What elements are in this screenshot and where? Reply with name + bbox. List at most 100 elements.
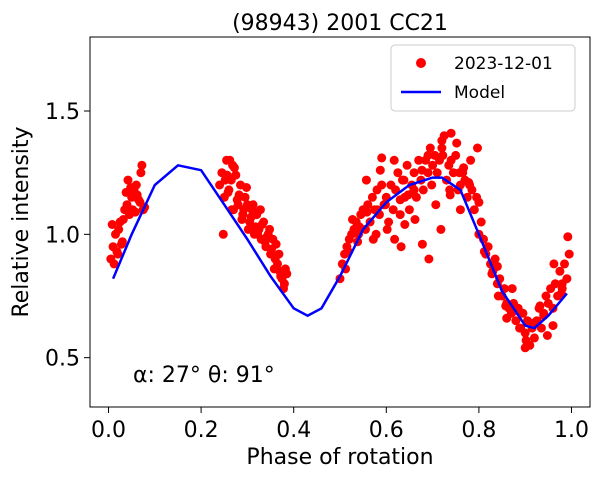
x-tick-label: 0.6 <box>369 418 404 443</box>
data-point <box>452 138 462 148</box>
chart-title: (98943) 2001 CC21 <box>232 11 448 36</box>
x-tick-label: 0.4 <box>276 418 311 443</box>
data-point <box>107 220 117 229</box>
data-point <box>382 224 392 234</box>
data-point <box>446 128 456 138</box>
x-tick-label: 0.0 <box>91 418 126 443</box>
data-point <box>231 170 241 180</box>
y-tick-label: 1.5 <box>45 100 80 125</box>
data-point <box>521 335 531 345</box>
x-tick-label: 1.0 <box>554 418 589 443</box>
data-point <box>560 259 569 269</box>
data-point <box>409 185 419 195</box>
data-point <box>469 205 479 215</box>
data-point <box>502 313 512 323</box>
data-point <box>466 155 476 165</box>
data-point <box>117 239 126 249</box>
data-point <box>367 192 377 202</box>
data-point <box>410 215 420 224</box>
data-point <box>424 254 434 264</box>
data-point <box>390 234 400 244</box>
y-axis-label: Relative intensity <box>9 126 34 317</box>
data-point <box>354 222 364 232</box>
data-point <box>123 175 133 185</box>
data-point <box>239 205 249 215</box>
data-point <box>237 215 247 224</box>
data-point <box>520 343 530 353</box>
data-point <box>563 232 573 242</box>
data-point <box>255 205 265 215</box>
data-point <box>248 200 258 210</box>
data-point <box>130 207 140 217</box>
data-point <box>395 195 405 205</box>
data-point <box>225 155 235 165</box>
data-point <box>418 185 428 195</box>
data-point <box>399 175 409 185</box>
data-point <box>529 333 539 343</box>
data-point <box>362 207 372 217</box>
data-point <box>269 264 279 274</box>
data-point <box>473 143 482 153</box>
data-point <box>136 168 146 178</box>
data-point <box>257 220 267 229</box>
data-point <box>557 279 567 289</box>
data-point <box>262 232 272 242</box>
data-point <box>218 229 228 239</box>
data-point <box>417 165 427 175</box>
data-point <box>377 180 387 190</box>
data-point <box>474 197 484 207</box>
data-point <box>492 261 502 271</box>
data-point <box>437 143 447 153</box>
data-point <box>395 210 405 220</box>
data-point <box>507 284 517 294</box>
data-point <box>536 323 546 333</box>
data-point <box>118 215 128 224</box>
data-point <box>265 224 275 234</box>
legend-marker-observations <box>416 58 426 68</box>
data-point <box>511 316 521 326</box>
legend-label-model: Model <box>454 83 505 103</box>
scatter-points <box>106 128 574 353</box>
data-point <box>361 175 371 185</box>
model-line-group <box>111 163 568 330</box>
phase-angle-annotation: α: 27° θ: 91° <box>133 363 275 388</box>
data-point <box>427 180 437 190</box>
data-point <box>388 205 398 215</box>
data-point <box>493 291 503 301</box>
data-point <box>229 163 239 173</box>
data-point <box>121 187 131 197</box>
data-point <box>396 242 406 252</box>
x-axis-ticks: 0.0 0.2 0.4 0.6 0.8 1.0 <box>91 407 589 443</box>
data-point <box>467 185 477 195</box>
data-point <box>417 239 427 249</box>
legend: 2023-12-01 Model <box>390 44 576 112</box>
y-tick-label: 0.5 <box>45 347 80 372</box>
data-point <box>109 259 119 269</box>
legend-label-observations: 2023-12-01 <box>454 54 553 74</box>
data-point <box>490 254 500 264</box>
data-point <box>436 224 446 234</box>
data-point <box>445 190 455 200</box>
data-point <box>423 150 433 160</box>
data-point <box>377 153 387 163</box>
data-point <box>455 205 465 215</box>
data-point <box>222 170 232 180</box>
data-point <box>535 301 545 311</box>
data-point <box>371 229 381 239</box>
x-tick-label: 0.2 <box>184 418 219 443</box>
data-point <box>243 224 253 234</box>
data-point <box>409 168 419 178</box>
y-tick-label: 1.0 <box>45 223 80 248</box>
data-point <box>476 217 486 227</box>
data-point <box>363 200 373 210</box>
data-point <box>451 150 461 160</box>
data-point <box>234 190 244 200</box>
data-point <box>437 136 447 146</box>
data-point <box>114 224 124 234</box>
data-point <box>564 249 574 259</box>
data-point <box>348 215 357 224</box>
data-point <box>404 205 414 215</box>
data-point <box>438 150 448 160</box>
data-point <box>276 271 286 281</box>
